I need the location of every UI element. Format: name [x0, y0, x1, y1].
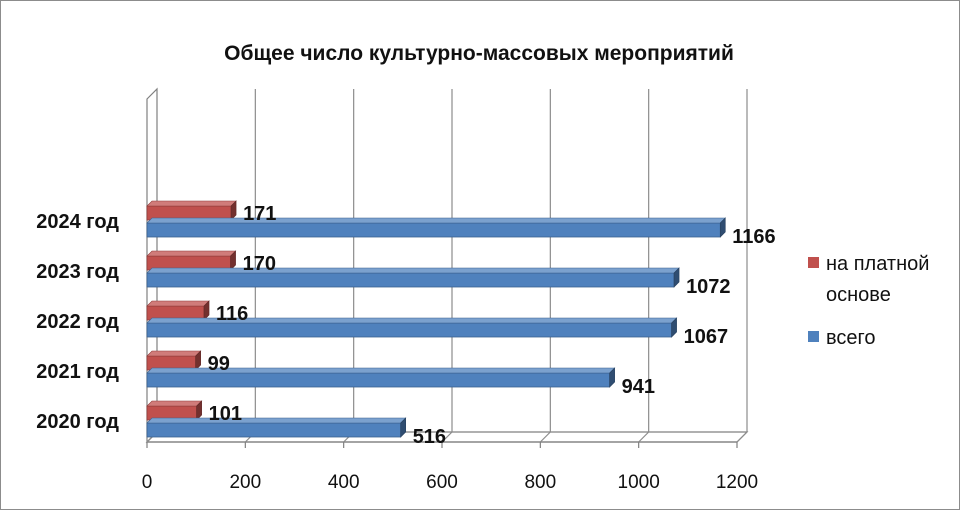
data-label-paid: 170	[243, 253, 276, 275]
bar-total-side	[673, 267, 680, 288]
data-label-total: 516	[413, 426, 446, 448]
floor-gridline	[638, 431, 650, 443]
legend-label-paid-line2: основе	[826, 284, 891, 306]
bar-total-top	[146, 267, 680, 274]
legend-label-total: всего	[826, 327, 876, 349]
bar-paid-side	[230, 200, 237, 221]
tick-label: 200	[229, 472, 261, 493]
data-label-paid: 101	[209, 403, 242, 425]
legend: на платной основе всего	[808, 253, 929, 349]
bar-total-side	[400, 417, 406, 438]
tick-label: 800	[524, 472, 556, 493]
bar-paid-top	[146, 250, 237, 257]
bar-total-front	[146, 322, 673, 338]
category-label: 2024 год	[36, 211, 119, 233]
data-label-total: 941	[622, 376, 655, 398]
data-label-paid: 171	[243, 203, 276, 225]
floor-gridline	[441, 431, 453, 443]
bar-total-side	[719, 217, 726, 238]
bar-total-top	[146, 417, 407, 424]
bar-total-top	[146, 217, 727, 224]
legend-swatch-paid	[808, 257, 819, 268]
tick-label: 0	[142, 472, 153, 493]
category-axis-labels: 2020 год 2021 год 2022 год 2023 год 2024 год	[36, 211, 119, 433]
bar-paid-side	[195, 350, 201, 371]
bar-total-front	[146, 222, 721, 238]
tick-label: 1000	[618, 472, 660, 493]
data-label-paid: 116	[216, 303, 248, 325]
data-label-total: 1166	[732, 226, 775, 248]
bar-paid-top	[146, 350, 202, 357]
legend-swatch-total	[808, 331, 819, 342]
floor-gridline	[539, 431, 551, 443]
legend-label-paid-line1: на платной	[826, 253, 929, 275]
bar-paid-top	[146, 300, 210, 307]
bar-total-front	[146, 372, 611, 388]
tick-label: 1200	[716, 472, 758, 493]
bars	[146, 200, 727, 438]
tick-label: 400	[328, 472, 360, 493]
category-label: 2023 год	[36, 261, 119, 283]
bar-total-front	[146, 422, 402, 438]
data-label-total: 1067	[684, 326, 729, 348]
bar-paid-side	[230, 250, 236, 271]
tick-label: 600	[426, 472, 458, 493]
chart-title: Общее число культурно-массовых мероприят…	[224, 42, 734, 65]
data-labels: 101 516 99 941 116 1067 170 1072 171 1166	[208, 203, 776, 448]
floor-gridline	[736, 431, 748, 443]
category-label: 2020 год	[36, 411, 119, 433]
bar-paid-side	[196, 400, 202, 421]
value-axis-ticks: 0 200 400 600 800 1000 1200	[142, 472, 758, 493]
data-label-paid: 99	[208, 353, 230, 375]
bar-paid-side	[203, 300, 210, 321]
bar-paid-top	[146, 400, 203, 407]
data-label-total: 1072	[686, 276, 731, 298]
bar-paid-top	[146, 200, 237, 207]
chart-walls	[145, 87, 749, 444]
bar-total-side	[609, 367, 615, 388]
category-label: 2021 год	[36, 361, 119, 383]
category-label: 2022 год	[36, 311, 119, 333]
bar-total-side	[671, 317, 677, 338]
bar-total-front	[146, 272, 675, 288]
